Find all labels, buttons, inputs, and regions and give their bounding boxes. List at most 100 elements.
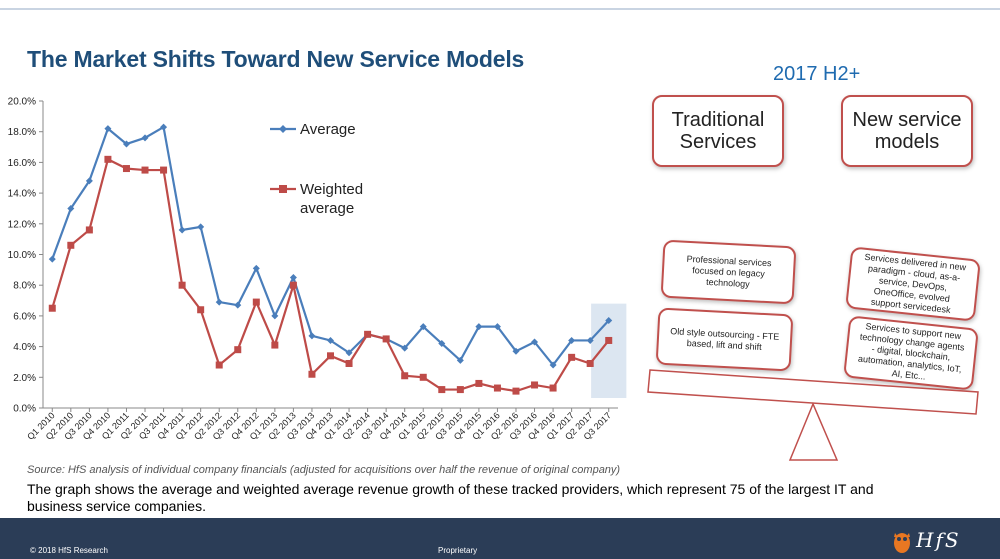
data-point-weighted-average: [438, 386, 446, 394]
y-tick-label: 10.0%: [8, 250, 36, 261]
data-point-average: [438, 340, 446, 348]
data-point-weighted-average: [549, 384, 557, 392]
traditional-services-box: Traditional Services: [652, 95, 784, 167]
data-point-average: [104, 125, 112, 133]
data-point-weighted-average: [48, 304, 56, 312]
top-rule: [0, 8, 1000, 10]
data-point-weighted-average: [160, 166, 168, 174]
data-point-average: [271, 312, 279, 320]
data-point-average: [160, 123, 168, 131]
data-point-average: [122, 140, 130, 148]
data-point-weighted-average: [493, 384, 501, 392]
data-point-average: [308, 332, 316, 340]
data-point-weighted-average: [178, 281, 186, 289]
chart-caption: The graph shows the average and weighted…: [27, 481, 874, 514]
data-point-weighted-average: [104, 155, 112, 163]
data-point-average: [401, 344, 409, 352]
data-point-average: [141, 134, 149, 142]
data-point-weighted-average: [401, 372, 409, 380]
y-tick-label: 4.0%: [13, 342, 36, 353]
data-point-weighted-average: [475, 379, 483, 387]
new-service-models-label: New service models: [852, 109, 962, 153]
source-note: Source: HfS analysis of individual compa…: [27, 464, 621, 476]
footer-bar: © 2018 HfS Research Proprietary HfS: [0, 518, 1000, 559]
legend-marker-average: [279, 125, 287, 133]
data-point-average: [531, 338, 539, 346]
data-point-weighted-average: [85, 226, 93, 234]
data-point-average: [456, 356, 464, 364]
data-point-average: [419, 323, 427, 331]
y-tick-label: 12.0%: [8, 219, 36, 230]
data-point-weighted-average: [327, 352, 334, 360]
data-point-average: [493, 323, 501, 331]
y-tick-label: 6.0%: [13, 311, 36, 322]
y-tick-label: 20.0%: [8, 97, 36, 108]
y-tick-label: 14.0%: [8, 189, 36, 200]
y-tick-label: 16.0%: [8, 158, 36, 169]
data-point-weighted-average: [605, 336, 613, 344]
data-point-average: [85, 177, 93, 185]
scale-fulcrum: [788, 402, 839, 461]
new-service-models-box: New service models: [841, 95, 973, 167]
data-point-average: [289, 274, 297, 282]
series-line-average: [51, 125, 610, 367]
data-point-weighted-average: [215, 361, 223, 369]
logo-text: HfS: [916, 528, 961, 552]
legend-label-weighted-average: Weighted average: [300, 181, 363, 217]
data-point-average: [327, 336, 334, 344]
legend-label-average: Average: [300, 121, 356, 138]
page-title: The Market Shifts Toward New Service Mod…: [27, 46, 525, 72]
data-point-average: [586, 336, 594, 344]
data-point-average: [345, 349, 353, 357]
data-point-weighted-average: [308, 370, 316, 378]
data-point-weighted-average: [271, 341, 279, 349]
data-point-average: [252, 264, 260, 272]
data-point-weighted-average: [122, 165, 130, 173]
data-point-average: [605, 317, 613, 325]
data-point-weighted-average: [531, 381, 539, 389]
legend-marker-weighted-average: [279, 185, 287, 193]
data-point-weighted-average: [568, 353, 576, 361]
data-point-average: [48, 255, 56, 263]
data-point-average: [197, 223, 205, 231]
data-point-weighted-average: [289, 281, 297, 289]
data-point-average: [215, 298, 223, 306]
data-point-average: [178, 226, 186, 234]
period-label: 2017 H2+: [773, 63, 861, 85]
data-point-average: [67, 204, 75, 212]
data-point-weighted-average: [252, 298, 260, 306]
data-point-average: [549, 361, 557, 369]
data-point-weighted-average: [364, 330, 372, 338]
proprietary-text: Proprietary: [438, 546, 478, 555]
y-tick-label: 8.0%: [13, 281, 36, 292]
new-paradigm-services-label: Services delivered in new paradigm - clo…: [864, 251, 967, 315]
data-point-weighted-average: [141, 166, 149, 174]
data-point-weighted-average: [234, 346, 242, 354]
old-outsourcing-label: Old style outsourcing - FTE based, lift …: [670, 325, 780, 352]
data-point-average: [568, 336, 576, 344]
balance-scale: [647, 369, 979, 461]
professional-services-label: Professional services focused on legacy …: [686, 253, 772, 289]
data-point-weighted-average: [512, 387, 520, 395]
new-paradigm-services-box: Services delivered in new paradigm - clo…: [845, 246, 981, 322]
scale-beam: [647, 369, 979, 415]
data-point-average: [234, 301, 242, 309]
revenue-growth-chart: 0.0% 2.0% 4.0% 6.0% 8.0% 10.0% 12.0% 14.0% 16.0%…: [8, 97, 627, 442]
traditional-services-label: Traditional Services: [671, 109, 765, 153]
data-point-average: [475, 323, 483, 331]
y-tick-label: 18.0%: [8, 127, 36, 138]
y-tick-label: 2.0%: [13, 373, 36, 384]
data-point-average: [512, 347, 520, 355]
data-point-weighted-average: [419, 373, 427, 381]
data-point-weighted-average: [586, 359, 594, 367]
data-point-weighted-average: [197, 306, 205, 314]
data-point-weighted-average: [67, 241, 75, 249]
copyright-text: © 2018 HfS Research: [30, 546, 108, 555]
data-point-weighted-average: [345, 359, 353, 367]
hfs-logo: HfS: [888, 522, 968, 556]
data-point-weighted-average: [456, 386, 464, 394]
owl-icon: [894, 533, 910, 553]
data-point-weighted-average: [382, 335, 390, 343]
professional-services-box: Professional services focused on legacy …: [660, 239, 797, 305]
y-tick-label: 0.0%: [13, 404, 36, 415]
